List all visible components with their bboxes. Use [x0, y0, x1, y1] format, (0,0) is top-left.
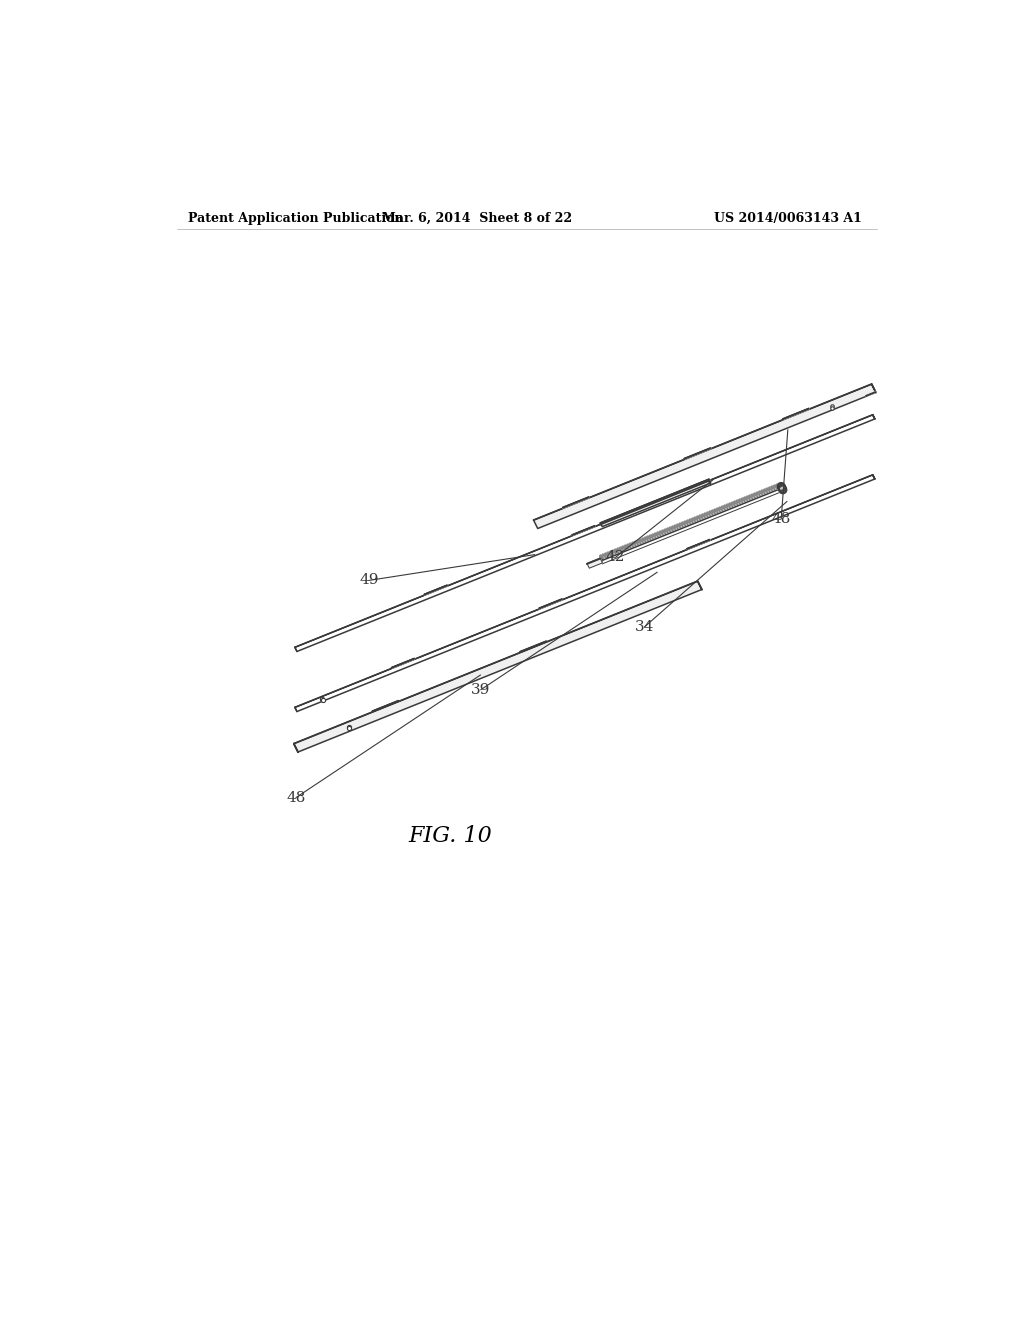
Polygon shape [780, 483, 783, 491]
Text: 34: 34 [635, 619, 654, 634]
Polygon shape [600, 483, 780, 557]
Polygon shape [539, 599, 562, 609]
Polygon shape [294, 743, 298, 752]
Polygon shape [294, 581, 697, 744]
Polygon shape [600, 479, 711, 527]
Polygon shape [424, 585, 447, 595]
Polygon shape [872, 475, 874, 479]
Polygon shape [534, 384, 876, 528]
Polygon shape [295, 475, 874, 711]
Polygon shape [871, 384, 876, 393]
Polygon shape [684, 447, 711, 459]
Polygon shape [534, 384, 871, 520]
Polygon shape [687, 479, 710, 488]
Circle shape [778, 486, 786, 492]
Polygon shape [520, 642, 546, 652]
Polygon shape [391, 659, 415, 668]
Polygon shape [865, 392, 876, 396]
Circle shape [779, 486, 786, 494]
Text: FIG. 10: FIG. 10 [409, 825, 492, 847]
Polygon shape [295, 414, 872, 648]
Polygon shape [587, 558, 602, 568]
Text: Mar. 6, 2014  Sheet 8 of 22: Mar. 6, 2014 Sheet 8 of 22 [382, 213, 572, 224]
Polygon shape [372, 701, 398, 711]
Polygon shape [782, 408, 809, 420]
Circle shape [778, 483, 785, 491]
Text: Patent Application Publication: Patent Application Publication [188, 213, 403, 224]
Polygon shape [294, 581, 701, 752]
Text: 42: 42 [606, 550, 626, 564]
Polygon shape [295, 647, 297, 652]
Polygon shape [424, 585, 447, 594]
Polygon shape [600, 556, 602, 564]
Polygon shape [562, 496, 589, 508]
Polygon shape [600, 484, 780, 558]
Polygon shape [600, 486, 780, 558]
Polygon shape [600, 479, 709, 524]
Polygon shape [539, 599, 562, 609]
Polygon shape [872, 414, 874, 420]
Polygon shape [600, 483, 780, 556]
Circle shape [777, 483, 785, 490]
Polygon shape [687, 479, 711, 490]
Polygon shape [600, 483, 780, 560]
Polygon shape [684, 447, 711, 459]
Polygon shape [600, 483, 783, 560]
Polygon shape [372, 701, 399, 711]
Polygon shape [295, 708, 297, 711]
Polygon shape [709, 479, 711, 484]
Polygon shape [687, 540, 711, 549]
Polygon shape [587, 558, 600, 565]
Text: 49: 49 [359, 573, 379, 587]
Polygon shape [600, 486, 783, 564]
Polygon shape [295, 414, 874, 652]
Polygon shape [391, 659, 415, 668]
Polygon shape [562, 496, 589, 508]
Polygon shape [782, 408, 809, 420]
Polygon shape [295, 475, 872, 708]
Polygon shape [520, 642, 547, 652]
Polygon shape [600, 484, 780, 557]
Circle shape [778, 484, 785, 492]
Text: 48: 48 [771, 512, 791, 525]
Polygon shape [600, 483, 780, 557]
Polygon shape [571, 525, 595, 536]
Text: 48: 48 [287, 791, 306, 804]
Polygon shape [600, 484, 780, 558]
Polygon shape [571, 525, 595, 535]
Polygon shape [687, 540, 710, 549]
Text: 39: 39 [471, 682, 490, 697]
Text: US 2014/0063143 A1: US 2014/0063143 A1 [714, 213, 862, 224]
Polygon shape [697, 581, 701, 590]
